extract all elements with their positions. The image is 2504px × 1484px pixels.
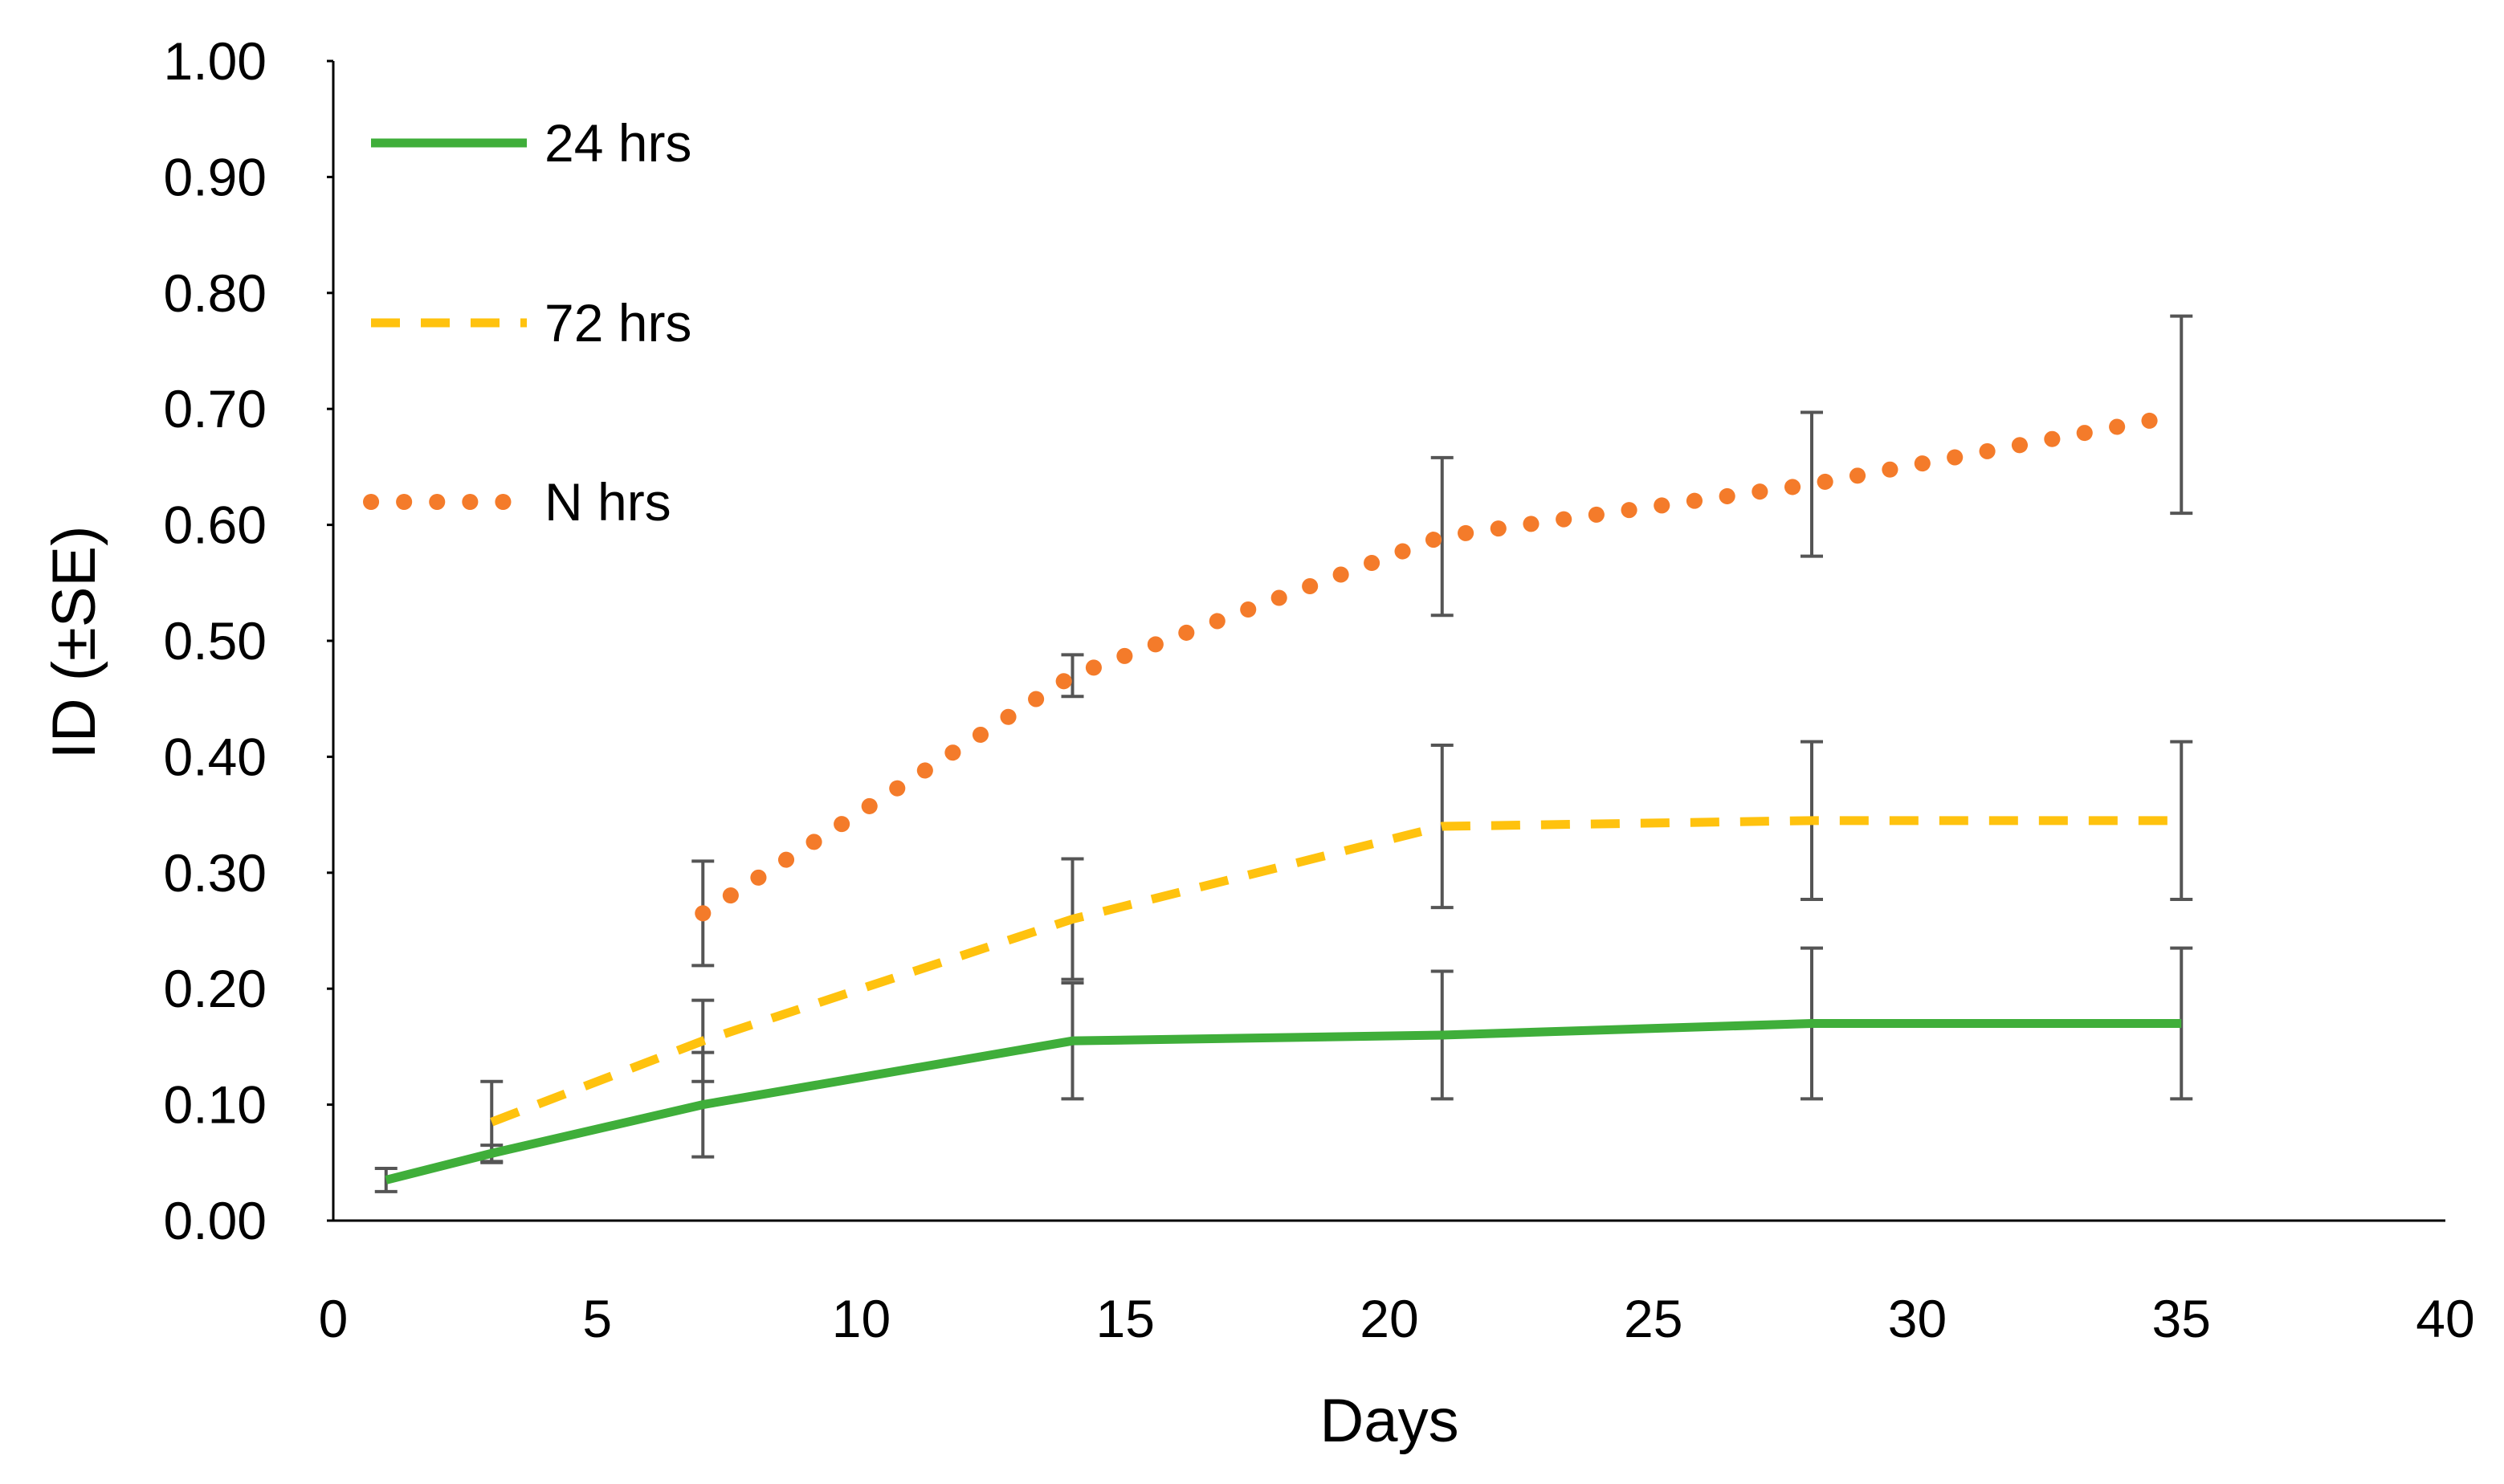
y-tick-label: 0.00 (164, 1191, 267, 1250)
series-lines (385, 406, 2190, 1184)
error-bar (2170, 740, 2193, 902)
y-tick-labels: 0.00 0.10 0.20 0.30 0.40 0.50 0.60 0.70 0.80 0.90… (164, 31, 333, 1250)
y-tick-label: 0.40 (164, 727, 267, 786)
x-tick-label: 40 (2416, 1289, 2474, 1348)
x-axis-title: Days (1319, 1387, 1458, 1455)
y-tick-label: 0.50 (164, 611, 267, 671)
x-tick-label: 20 (1360, 1289, 1418, 1348)
legend-item: 72 hrs (371, 293, 691, 353)
x-tick-label: 15 (1096, 1289, 1155, 1348)
x-tick-label: 0 (319, 1289, 349, 1348)
y-tick-label: 0.80 (164, 263, 267, 323)
axes (332, 61, 2445, 1222)
series-line-72-hrs (490, 816, 2182, 1127)
x-tick-label: 30 (1888, 1289, 1947, 1348)
legend-label: 24 hrs (544, 113, 691, 173)
legend-item: 24 hrs (371, 113, 691, 173)
x-tick-label: 5 (582, 1289, 612, 1348)
error-bar (2170, 314, 2193, 516)
y-axis-title: ID (±SE) (40, 526, 108, 760)
legend: 24 hrs 72 hrs N hrs (363, 113, 691, 532)
y-tick-label: 0.10 (164, 1075, 267, 1135)
y-tick-label: 0.90 (164, 147, 267, 206)
x-tick-label: 25 (1624, 1289, 1682, 1348)
legend-item: N hrs (363, 472, 671, 532)
y-tick-label: 0.70 (164, 379, 267, 438)
legend-label: 72 hrs (544, 293, 691, 353)
y-tick-label: 0.20 (164, 959, 267, 1018)
y-tick-label: 1.00 (164, 31, 267, 91)
error-bar (1430, 455, 1454, 618)
x-tick-label: 10 (832, 1289, 891, 1348)
series-line-24-hrs (385, 1019, 2182, 1184)
error-bar (1061, 653, 1084, 699)
series-line-n-hrs (695, 406, 2190, 922)
error-bar (1801, 410, 1823, 558)
x-tick-labels: 0 5 10 15 20 25 30 35 40 (319, 1289, 2475, 1348)
y-tick-label: 0.30 (164, 843, 267, 903)
legend-label: N hrs (544, 472, 671, 532)
y-tick-label: 0.60 (164, 495, 267, 555)
x-tick-label: 35 (2152, 1289, 2211, 1348)
